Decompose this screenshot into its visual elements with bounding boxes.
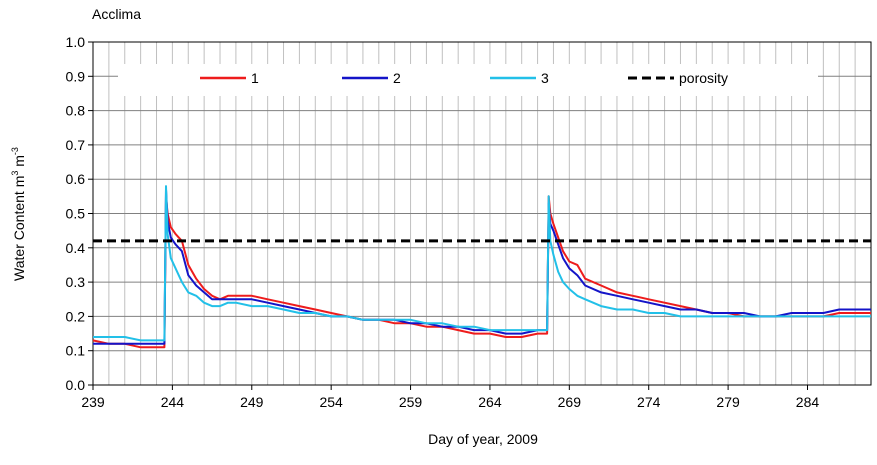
series-line-3 (93, 185, 871, 342)
x-tick-label: 259 (399, 394, 423, 410)
y-tick-label: 0.6 (66, 171, 86, 187)
tick-layer: 0.0 0.1 0.2 0.3 0.4 0.5 0.6 0.7 0.8 0.9 1.0 239 244 2… (66, 34, 820, 410)
y-axis-title: Water Content m3 m-3 (10, 147, 27, 281)
x-tick-label: 254 (319, 394, 343, 410)
series-layer (92, 185, 871, 349)
y-axis-title-main: Water Content m (11, 176, 27, 281)
x-tick-label: 279 (716, 394, 740, 410)
x-tick-label: 284 (796, 394, 820, 410)
x-tick-label: 249 (240, 394, 264, 410)
y-axis-title-sup1: 3 (10, 171, 20, 176)
series-line-2 (93, 188, 871, 345)
legend-label-3: 3 (541, 70, 549, 86)
y-tick-label: 0.8 (66, 103, 86, 119)
y-tick-label: 0.4 (66, 240, 86, 256)
y-axis-title-sup2: -3 (10, 147, 20, 155)
chart-title: Acclima (92, 6, 141, 22)
legend-label-2: 2 (393, 70, 401, 86)
y-tick-label: 0.5 (66, 206, 86, 222)
legend-label-porosity: porosity (679, 70, 728, 86)
grid-layer (92, 41, 872, 386)
y-tick-label: 0.3 (66, 274, 86, 290)
y-tick-label: 0.7 (66, 137, 86, 153)
y-tick-label: 0.0 (66, 377, 86, 393)
legend-background (118, 64, 818, 96)
y-axis-title-mid: m (11, 155, 27, 171)
x-tick-label: 264 (478, 394, 502, 410)
x-tick-label: 274 (637, 394, 661, 410)
y-tick-label: 1.0 (66, 34, 86, 50)
x-axis-title: Day of year, 2009 (428, 431, 538, 447)
legend-label-1: 1 (251, 70, 259, 86)
legend: 1 2 3 porosity (118, 64, 818, 96)
x-tick-label: 239 (81, 394, 105, 410)
y-tick-label: 0.1 (66, 343, 86, 359)
x-tick-label: 269 (558, 394, 582, 410)
x-tick-label: 244 (161, 394, 185, 410)
y-tick-label: 0.9 (66, 68, 86, 84)
y-tick-label: 0.2 (66, 308, 86, 324)
